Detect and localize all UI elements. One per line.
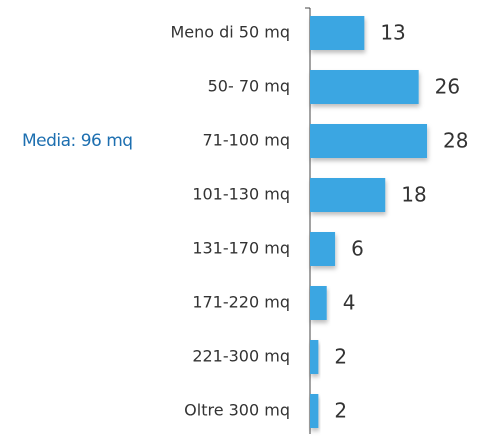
value-label: 2 [334, 345, 347, 369]
category-label: 131-170 mq [192, 239, 290, 258]
bar [310, 340, 319, 374]
category-label: Oltre 300 mq [184, 401, 290, 420]
category-label: 71-100 mq [203, 131, 291, 150]
value-label: 4 [343, 291, 356, 315]
value-label: 6 [351, 237, 364, 261]
value-label: 28 [443, 129, 468, 153]
bar [310, 394, 319, 428]
bar [310, 16, 365, 50]
bar [310, 232, 336, 266]
category-label: 221-300 mq [192, 347, 290, 366]
category-label: 171-220 mq [192, 293, 290, 312]
value-label: 26 [435, 75, 460, 99]
annotation: Media: 96 mq [22, 131, 133, 151]
bar [310, 70, 419, 104]
category-label: 50- 70 mq [208, 77, 290, 96]
bar [310, 178, 386, 212]
category-label: 101-130 mq [192, 185, 290, 204]
value-label: 13 [380, 21, 405, 45]
value-label: 2 [334, 399, 347, 423]
bar [310, 286, 327, 320]
category-label: Meno di 50 mq [170, 23, 290, 42]
bar [310, 124, 428, 158]
value-label: 18 [401, 183, 426, 207]
